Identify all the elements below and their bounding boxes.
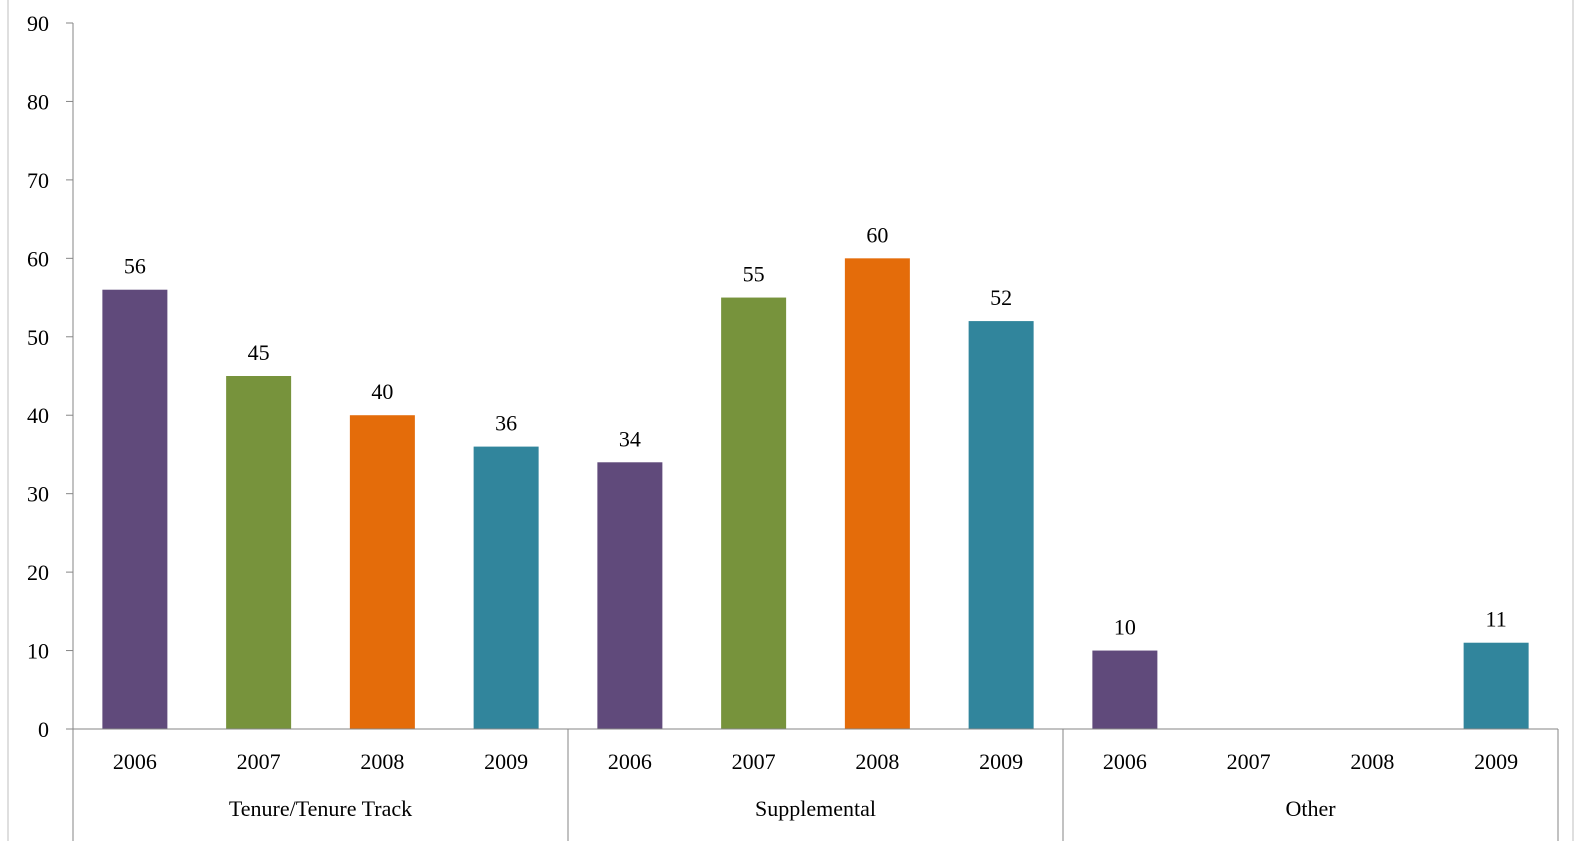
bar-supplemental-2009 [968, 321, 1034, 729]
data-label: 40 [371, 379, 393, 404]
x-category-label: 2007 [237, 749, 281, 774]
bar-tenure-tenure-track-2009 [473, 446, 539, 729]
bar-other-2009 [1463, 642, 1529, 729]
data-label: 56 [124, 254, 146, 279]
x-category-label: 2006 [113, 749, 157, 774]
y-tick-label: 20 [27, 560, 49, 585]
x-category-label: 2007 [1227, 749, 1271, 774]
y-tick-label: 60 [27, 246, 49, 271]
x-category-label: 2007 [732, 749, 776, 774]
x-category-label: 2006 [1103, 749, 1147, 774]
y-tick-label: 50 [27, 325, 49, 350]
data-label: 11 [1486, 607, 1507, 632]
x-category-label: 2009 [1474, 749, 1518, 774]
data-label: 34 [619, 426, 641, 451]
x-category-label: 2008 [1350, 749, 1394, 774]
x-category-label: 2008 [360, 749, 404, 774]
bar-series [102, 258, 1529, 729]
y-tick-label: 30 [27, 482, 49, 507]
bar-supplemental-2007 [721, 297, 787, 729]
x-category-label: 2006 [608, 749, 652, 774]
y-tick-label: 70 [27, 168, 49, 193]
y-axis: 0 10 20 30 40 50 60 70 80 90 [27, 11, 74, 742]
y-tick-label: 10 [27, 639, 49, 664]
data-label: 36 [495, 411, 517, 436]
data-label: 10 [1114, 615, 1136, 640]
bar-other-2006 [1092, 650, 1158, 729]
x-group-label: Supplemental [755, 796, 876, 821]
bar-tenure-tenure-track-2007 [226, 376, 292, 729]
y-tick-label: 0 [38, 717, 49, 742]
bar-supplemental-2008 [844, 258, 910, 729]
y-tick-label: 80 [27, 89, 49, 114]
y-tick-label: 40 [27, 403, 49, 428]
data-label: 55 [743, 262, 765, 287]
bar-supplemental-2006 [597, 462, 663, 729]
x-group-label: Tenure/Tenure Track [229, 796, 412, 821]
x-category-label: 2009 [484, 749, 528, 774]
data-labels: 56 45 40 36 34 55 60 52 10 11 [124, 222, 1507, 639]
x-category-label: 2009 [979, 749, 1023, 774]
x-group-label: Other [1285, 796, 1336, 821]
data-label: 52 [990, 285, 1012, 310]
x-category-label: 2008 [855, 749, 899, 774]
data-label: 60 [866, 222, 888, 247]
bar-tenure-tenure-track-2008 [349, 415, 415, 729]
y-tick-label: 90 [27, 11, 49, 36]
data-label: 45 [248, 340, 270, 365]
x-axis: 2006 2007 2008 2009 Tenure/Tenure Track 2006 2… [72, 728, 1559, 841]
bar-tenure-tenure-track-2006 [102, 289, 168, 729]
